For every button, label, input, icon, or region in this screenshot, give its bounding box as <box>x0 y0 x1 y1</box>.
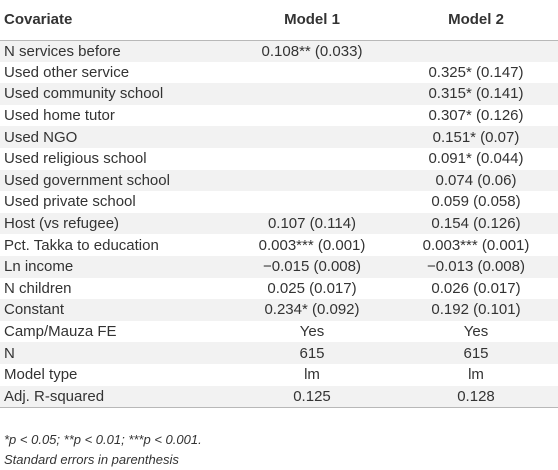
covariate-cell: Adj. R-squared <box>4 387 105 405</box>
model-1-cell: 0.107 (0.114) <box>267 215 357 233</box>
model-2-cell: Yes <box>463 323 489 341</box>
table-row: Camp/Mauza FE Yes Yes <box>0 320 558 343</box>
covariate-cell: Ln income <box>4 258 74 276</box>
model-1-cell: 0.125 <box>293 387 331 405</box>
model-1-cell <box>230 148 394 170</box>
model-2-cell: 0.003*** (0.001) <box>422 236 530 254</box>
table-row: Used community school 0.315* (0.141) <box>0 83 558 105</box>
model-1-cell: Yes <box>299 323 325 341</box>
model-2-cell: 0.154 (0.126) <box>431 215 521 233</box>
covariate-cell: N children <box>4 279 72 297</box>
table-notes: *p < 0.05; **p < 0.01; ***p < 0.001. Sta… <box>4 430 202 470</box>
model-2-cell <box>394 40 558 62</box>
table-row: Model type lm lm <box>0 363 558 386</box>
covariate-cell: Pct. Takka to education <box>4 236 159 254</box>
table-row: Ln income −0.015 (0.008) −0.013 (0.008) <box>0 255 558 278</box>
table-row: Used home tutor 0.307* (0.126) <box>0 104 558 127</box>
table-row: N children 0.025 (0.017) 0.026 (0.017) <box>0 277 558 300</box>
covariate-cell: Used NGO <box>4 128 78 146</box>
model-1-cell <box>230 170 394 192</box>
model-2-cell: 0.128 <box>457 387 495 405</box>
covariate-cell: Used religious school <box>4 150 147 168</box>
model-2-cell: 0.026 (0.017) <box>431 279 521 297</box>
model-1-cell <box>230 191 394 213</box>
model-2-cell: 0.307* (0.126) <box>428 107 524 125</box>
covariate-cell: Host (vs refugee) <box>4 215 120 233</box>
table-row: Used religious school 0.091* (0.044) <box>0 147 558 170</box>
table-header-row: Covariate Model 1 Model 2 <box>0 0 558 40</box>
regression-table-container: Covariate Model 1 Model 2 N services bef… <box>0 0 558 408</box>
table-row: N services before 0.108** (0.033) <box>0 40 558 62</box>
header-covariate: Covariate <box>4 11 73 29</box>
table-row: Constant 0.234* (0.092) 0.192 (0.101) <box>0 299 558 321</box>
model-2-cell: 0.059 (0.058) <box>431 193 521 211</box>
table-row: Adj. R-squared 0.125 0.128 <box>0 385 558 408</box>
model-1-cell <box>230 62 394 84</box>
table-body: N services before 0.108** (0.033) Used oth… <box>0 40 558 408</box>
table-row: Used other service 0.325* (0.147) <box>0 61 558 84</box>
model-1-cell: 0.003*** (0.001) <box>258 236 366 254</box>
model-1-cell: lm <box>304 366 320 384</box>
model-2-cell: 0.325* (0.147) <box>428 63 524 81</box>
covariate-cell: Used home tutor <box>4 107 115 125</box>
significance-note: *p < 0.05; **p < 0.01; ***p < 0.001. <box>4 432 202 447</box>
model-2-cell: lm <box>468 366 484 384</box>
covariate-cell: Used community school <box>4 85 164 103</box>
model-1-cell: 0.025 (0.017) <box>267 279 357 297</box>
covariate-cell: N <box>4 344 15 362</box>
covariate-cell: Used private school <box>4 193 136 211</box>
model-1-cell <box>230 126 394 148</box>
model-1-cell: 0.234* (0.092) <box>264 301 360 319</box>
model-1-cell <box>230 105 394 127</box>
table-row: Host (vs refugee) 0.107 (0.114) 0.154 (0.1… <box>0 212 558 235</box>
model-2-cell: 0.192 (0.101) <box>431 301 521 319</box>
header-model-2: Model 2 <box>448 11 504 29</box>
standard-errors-note: Standard errors in parenthesis <box>4 452 179 467</box>
covariate-cell: Camp/Mauza FE <box>4 323 117 341</box>
covariate-cell: Model type <box>4 366 78 384</box>
model-1-cell <box>230 83 394 105</box>
model-1-cell: 615 <box>299 344 325 362</box>
covariate-cell: Used other service <box>4 63 130 81</box>
table-row: Used private school 0.059 (0.058) <box>0 191 558 213</box>
model-2-cell: 615 <box>463 344 489 362</box>
model-1-cell: −0.015 (0.008) <box>263 258 361 276</box>
table-row: N 615 615 <box>0 342 558 364</box>
regression-table: Covariate Model 1 Model 2 N services bef… <box>0 0 558 408</box>
covariate-cell: Used government school <box>4 171 170 189</box>
table-row: Pct. Takka to education 0.003*** (0.001) 0… <box>0 234 558 256</box>
model-2-cell: −0.013 (0.008) <box>427 258 525 276</box>
table-row: Used government school 0.074 (0.06) <box>0 169 558 192</box>
model-2-cell: 0.151* (0.07) <box>432 128 520 146</box>
model-2-cell: 0.091* (0.044) <box>428 150 524 168</box>
model-2-cell: 0.315* (0.141) <box>428 85 524 103</box>
model-2-cell: 0.074 (0.06) <box>435 171 517 189</box>
model-1-cell: 0.108** (0.033) <box>261 42 363 60</box>
header-model-1: Model 1 <box>284 11 340 29</box>
covariate-cell: Constant <box>4 301 65 319</box>
table-row: Used NGO 0.151* (0.07) <box>0 126 558 148</box>
covariate-cell: N services before <box>4 42 121 60</box>
